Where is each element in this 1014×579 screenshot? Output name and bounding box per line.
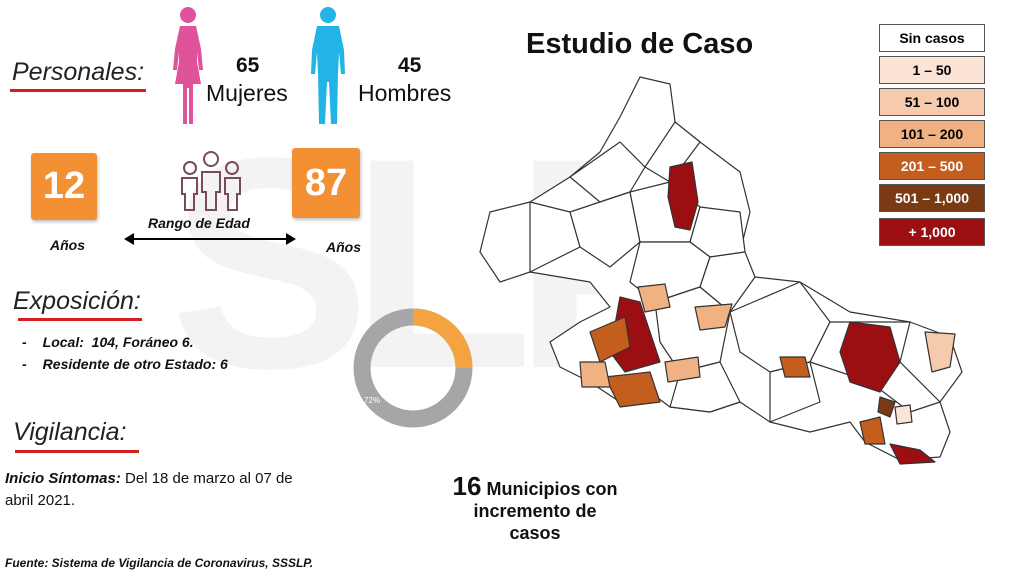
legend-item: 51 – 100 (879, 88, 985, 116)
vigilancia-underline (15, 450, 139, 453)
legend-item: Sin casos (879, 24, 985, 52)
legend-item: 101 – 200 (879, 120, 985, 148)
exposicion-list: - Local: 104, Foráneo 6. - Residente de … (22, 334, 228, 372)
people-group-icon (181, 151, 241, 211)
map-region-201-500 (859, 416, 886, 445)
map-region-201-500 (589, 316, 631, 363)
legend-item: + 1,000 (879, 218, 985, 246)
vigilancia-text: Inicio Síntomas: Del 18 de marzo al 07 d… (5, 470, 293, 509)
map-region-plus1000 (889, 443, 936, 465)
age-min-unit: Años (50, 237, 85, 253)
man-icon (311, 7, 345, 124)
women-label: Mujeres (206, 80, 288, 106)
age-max-unit: Años (326, 239, 361, 255)
men-label: Hombres (358, 80, 452, 106)
double-arrow-icon (124, 233, 296, 245)
vigilancia-heading: Vigilancia: (13, 418, 127, 446)
map-region-plus1000 (667, 161, 699, 231)
age-max-box: 87 (292, 148, 360, 218)
personales-underline (10, 89, 146, 92)
exposicion-underline (18, 318, 142, 321)
woman-icon (173, 7, 203, 124)
map-region-1-50 (894, 404, 913, 425)
exposure-donut-chart: 72% (353, 308, 473, 428)
map-region-101-200 (694, 303, 733, 331)
exposicion-item: - Residente de otro Estado: 6 (22, 356, 228, 372)
personales-heading: Personales: (12, 58, 145, 86)
map-region-201-500 (779, 356, 811, 378)
men-count: 45 (398, 54, 422, 77)
source-note: Fuente: Sistema de Vigilancia de Coronav… (5, 556, 314, 570)
municipios-text: 16 Municipios con incremento de casos (452, 471, 618, 543)
legend-item: 1 – 50 (879, 56, 985, 84)
legend-item: 501 – 1,000 (879, 184, 985, 212)
age-min-box: 12 (31, 153, 97, 220)
map-region-101-200 (637, 283, 671, 313)
exposicion-item: - Local: 104, Foráneo 6. (22, 334, 194, 350)
map-region-201-500 (604, 371, 661, 408)
municipios-count: 16 (452, 471, 482, 501)
donut-label: 72% (364, 396, 380, 405)
state-municipalities-map (479, 76, 963, 465)
map-region-101-200 (579, 361, 611, 388)
age-range-label: Rango de Edad (148, 215, 250, 231)
page-title: Estudio de Caso (526, 28, 754, 60)
map-region-plus1000 (839, 321, 901, 393)
exposicion-heading: Exposición: (13, 287, 141, 315)
map-region-51-100 (924, 331, 956, 373)
map-region-101-200 (664, 356, 701, 383)
women-count: 65 (236, 54, 260, 77)
donut-ring-accent (412, 308, 473, 369)
map-region-501-1000 (877, 396, 896, 418)
legend-item: 201 – 500 (879, 152, 985, 180)
